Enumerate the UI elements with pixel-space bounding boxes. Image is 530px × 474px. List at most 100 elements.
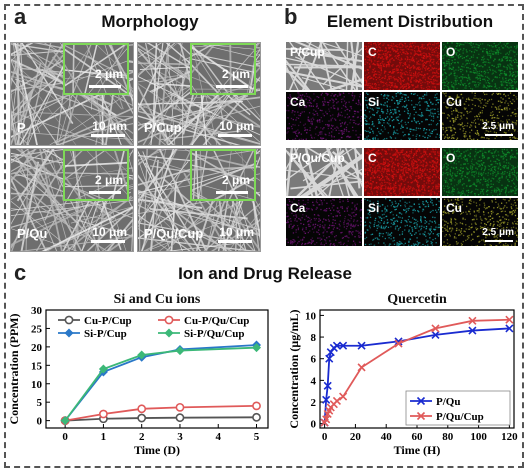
legend-entry: P/Qu/Cup [436,411,484,423]
sem-label: P [17,120,26,135]
panel-letter-c: c [14,260,27,285]
element-map-cu: Cu 2.5 μm [442,198,518,246]
data-point [325,354,334,363]
legend-entry: Cu-P/Cup [84,315,132,327]
y-tick-label: 30 [31,305,43,317]
element-map-c: C [364,42,440,90]
legend-entry: Si-P/Qu/Cup [184,328,245,340]
data-point [175,413,185,423]
y-tick-label: 10 [305,310,317,322]
element-map-label: Ca [290,201,306,215]
legend-marker [164,315,174,325]
figure-frame [4,4,524,468]
chart-title: Quercetin [387,292,447,307]
inset-scale-label: 2 μm [221,67,250,81]
panel-letter-b: b [284,4,298,29]
data-point [175,402,185,412]
legend-entry: P/Qu [436,396,460,408]
panel-letter-a: a [14,4,27,29]
x-tick-label: 40 [381,431,393,443]
sem-inset: 2 μm [63,149,129,201]
y-axis-label: Concentration (μg/mL) [287,309,301,428]
inset-scale-bar [216,191,248,194]
data-point [339,341,348,350]
element-map-si: Si [364,198,440,246]
sem-label: P/Qu/Cup [144,226,204,241]
data-point [137,404,147,414]
legend-marker [64,315,74,325]
x-axis-label: Time (D) [134,443,180,457]
x-tick-label: 4 [215,431,221,443]
data-point [323,381,332,390]
element-map-label: Cu [446,201,462,215]
element-map-ca: Ca [286,92,362,140]
element-map-label: C [368,45,377,59]
series-line-cu-p-cup [65,416,257,422]
element-map-label: Si [368,201,380,215]
element-map-label: Ca [290,95,306,109]
x-tick-label: 3 [177,431,183,443]
data-point [505,324,514,333]
x-tick-label: 100 [470,431,487,443]
element-map-label: C [368,151,377,165]
scale-label: 10 μm [219,225,254,239]
quercetin-release-chart: Quercetin 0 20 40 60 80 100 120 0 2 4 6 8 10 Time (H) C… [287,292,518,457]
x-axis-label: Time (H) [394,443,441,457]
data-point [322,395,331,404]
y-tick-label: 4 [311,375,317,387]
legend-entry: Si-P/Cup [84,328,127,340]
element-map-label: Cu [446,95,462,109]
data-point [175,346,185,356]
morphology-title: Morphology [101,12,199,31]
data-point [98,364,108,374]
release-title: Ion and Drug Release [178,264,352,283]
sem-label: P/Qu [17,226,48,241]
data-point [252,412,261,422]
data-point [431,324,440,333]
x-tick-label: 120 [501,431,518,443]
data-point [431,330,440,339]
scale-bar [218,134,252,137]
legend-marker [416,411,426,421]
legend-marker [416,396,426,406]
element-map-cu: Cu 2.5 μm [442,92,518,140]
inset-scale-bar [89,85,121,88]
scale-label: 10 μm [219,119,254,133]
inset-scale-bar [216,85,248,88]
sem-label: P/Cup [144,120,182,135]
chart-title: Si and Cu ions [114,292,201,307]
data-point [252,343,262,353]
element-map-o: O [442,42,518,90]
y-tick-label: 20 [31,342,43,354]
legend-entry: Cu-P/Qu/Cup [184,315,249,327]
data-point [357,341,366,350]
x-tick-label: 20 [350,431,362,443]
element-map-scale-label: 2.5 μm [482,227,514,238]
data-point [252,401,261,411]
sem-image-p-qu: 2 μm P/Qu 10 μm [10,148,134,252]
y-tick-label: 0 [311,419,317,431]
sem-inset: 2 μm [63,43,129,95]
plot-frame [45,309,269,429]
element-map-label: P/Cup [290,45,325,59]
data-point [137,350,147,360]
data-point [468,326,477,335]
sem-image-p: 2 μm P 10 μm [10,42,134,146]
element-map-ca: Ca [286,198,362,246]
x-tick-label: 5 [254,431,260,443]
element-map-si: Si [364,92,440,140]
y-tick-label: 5 [37,397,43,409]
data-point [339,392,348,401]
element-distribution-title: Element Distribution [326,12,494,31]
sem-image-p-cup: 2 μm P/Cup 10 μm [137,42,261,146]
y-tick-label: 2 [311,397,317,409]
scale-label: 10 μm [92,119,127,133]
x-tick-label: 60 [412,431,424,443]
y-tick-label: 10 [31,379,43,391]
data-point [99,409,108,419]
inset-scale-label: 2 μm [221,173,250,187]
y-tick-label: 0 [37,416,43,428]
legend-box [405,390,511,426]
inset-scale-bar [89,191,121,194]
x-tick-label: 2 [139,431,145,443]
